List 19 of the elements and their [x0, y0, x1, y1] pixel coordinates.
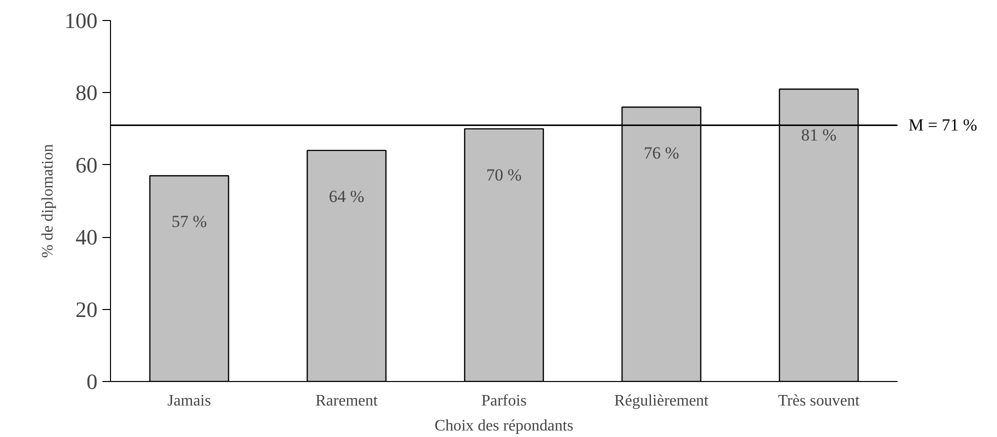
data-label: 81 %: [801, 126, 837, 145]
y-tick-label: 20: [76, 296, 98, 322]
y-tick-label: 60: [76, 152, 98, 178]
x-tick-label: Très souvent: [778, 392, 860, 410]
x-tick-label: Rarement: [316, 392, 378, 410]
x-tick-label: Jamais: [167, 392, 211, 410]
x-tick-label: Parfois: [481, 392, 527, 410]
y-tick-label: 100: [64, 8, 98, 33]
x-axis-title: Choix des répondants: [434, 418, 574, 434]
data-label: 76 %: [644, 144, 680, 163]
data-label: 64 %: [328, 186, 364, 206]
x-tick-label: Régulièrement: [614, 392, 710, 410]
ref-line-label: M = 71 %: [908, 116, 978, 135]
y-tick-label: 40: [76, 224, 98, 250]
data-label: 70 %: [486, 165, 522, 184]
y-tick-label: 80: [76, 80, 98, 106]
y-axis-title: % de diplomation: [40, 144, 56, 258]
y-tick-label: 0: [86, 369, 98, 394]
data-label: 57 %: [171, 212, 207, 232]
